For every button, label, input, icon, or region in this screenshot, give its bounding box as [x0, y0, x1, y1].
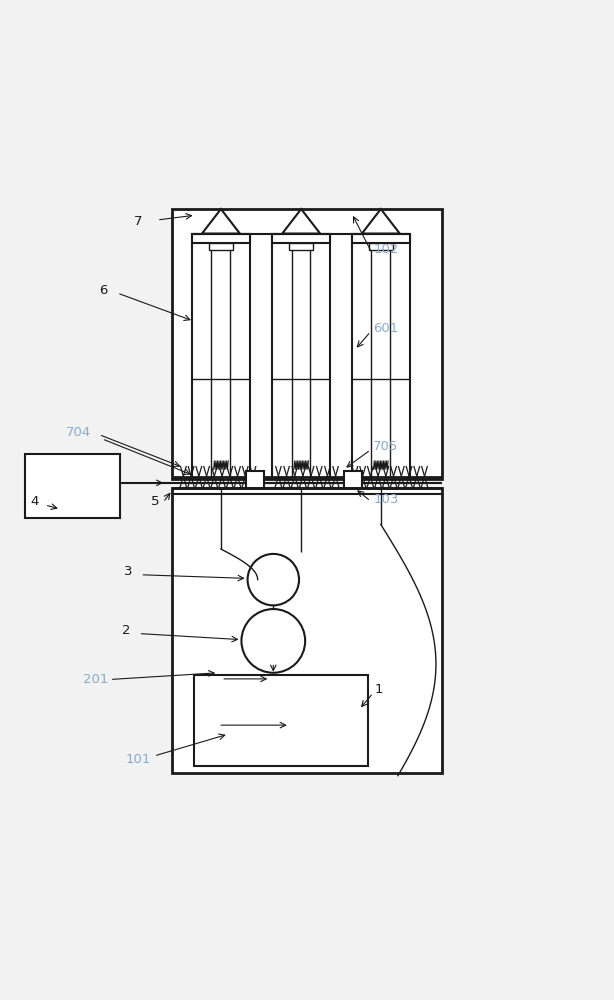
Bar	[246, 471, 263, 494]
Bar	[344, 471, 362, 494]
Bar	[368, 243, 393, 250]
Bar	[272, 234, 330, 479]
Text: 2: 2	[122, 624, 131, 637]
Text: 704: 704	[66, 426, 91, 439]
Bar	[209, 243, 233, 250]
Text: 101: 101	[125, 753, 151, 766]
Polygon shape	[282, 209, 320, 234]
Bar	[292, 234, 310, 479]
Bar	[172, 209, 442, 479]
Text: 3: 3	[124, 565, 133, 578]
Bar	[25, 454, 120, 518]
Bar	[172, 488, 442, 773]
Text: 102: 102	[373, 243, 398, 256]
Text: 601: 601	[373, 322, 398, 335]
Text: 5: 5	[151, 495, 159, 508]
Text: 201: 201	[82, 673, 108, 686]
Text: 705: 705	[373, 440, 398, 453]
Bar	[192, 234, 250, 243]
Bar	[289, 243, 313, 250]
Text: 6: 6	[99, 284, 107, 297]
Bar	[192, 234, 250, 479]
Bar	[272, 234, 330, 243]
Text: 103: 103	[373, 493, 398, 506]
Text: 4: 4	[30, 495, 39, 508]
Bar	[211, 234, 230, 479]
Bar	[352, 234, 410, 243]
Text: 1: 1	[375, 683, 383, 696]
Text: 7: 7	[134, 215, 143, 228]
Bar	[371, 234, 390, 479]
Polygon shape	[362, 209, 400, 234]
Bar	[193, 675, 368, 766]
Polygon shape	[202, 209, 240, 234]
Bar	[352, 234, 410, 479]
